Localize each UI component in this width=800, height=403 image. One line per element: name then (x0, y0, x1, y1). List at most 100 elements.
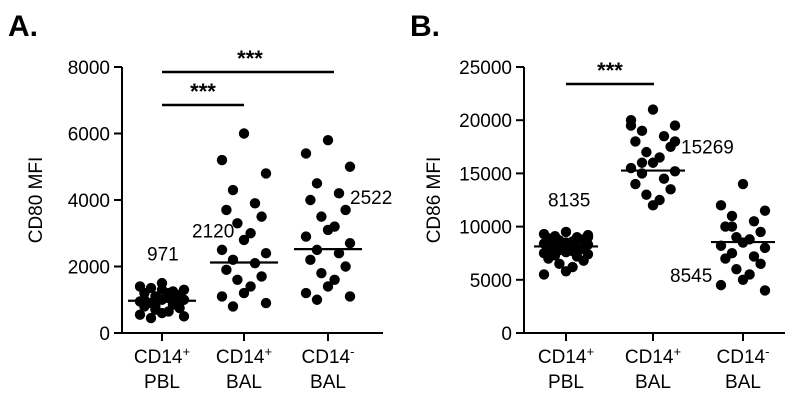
x-category-label: CD14+ (134, 344, 190, 368)
data-point (630, 178, 641, 190)
data-point (560, 226, 572, 238)
y-tick-label: 25000 (459, 58, 512, 79)
data-point (316, 211, 327, 222)
y-tick-label: 2000 (68, 258, 110, 279)
data-point (156, 307, 168, 319)
data-point (759, 205, 771, 216)
data-point (647, 104, 659, 115)
data-point (322, 134, 334, 146)
x-category-sublabel: BAL (226, 372, 262, 393)
median-label: 8545 (670, 266, 712, 287)
x-category-sublabel: BAL (725, 372, 761, 393)
data-point (647, 157, 659, 168)
data-point (260, 248, 272, 259)
data-point (731, 263, 742, 275)
y-tick-label: 8000 (68, 58, 110, 79)
data-point (322, 224, 334, 236)
data-point (658, 130, 670, 142)
y-tick-label: 6000 (68, 125, 110, 146)
data-point (726, 221, 738, 232)
x-category-label: CD14+ (538, 344, 594, 368)
median-label: 971 (147, 245, 179, 266)
data-point (311, 294, 323, 305)
data-point (305, 194, 316, 206)
data-point (344, 161, 356, 172)
panel-label: B. (410, 10, 440, 43)
y-tick-label: 0 (99, 324, 110, 345)
data-point (755, 258, 766, 270)
data-point (227, 184, 239, 196)
data-point (145, 312, 157, 324)
data-point (344, 291, 356, 302)
y-axis-title: CD80 MFI (26, 157, 47, 244)
data-point (560, 237, 572, 248)
data-point (669, 120, 681, 131)
data-point (232, 274, 243, 285)
y-tick-label: 4000 (68, 191, 110, 212)
x-category-sublabel: BAL (635, 372, 671, 393)
data-point (759, 285, 771, 296)
data-point (578, 255, 589, 266)
data-point (232, 218, 243, 229)
data-point (737, 178, 749, 190)
data-point (636, 125, 648, 137)
significance-stars: *** (190, 79, 216, 104)
data-point (665, 184, 676, 195)
y-axis-title: CD86 MFI (424, 157, 445, 244)
data-point (571, 242, 583, 254)
data-point (245, 228, 256, 239)
data-point (216, 154, 228, 166)
data-point (260, 297, 272, 309)
data-point (641, 189, 652, 200)
significance-stars: *** (237, 46, 263, 71)
x-category-label: CD14+ (216, 344, 272, 368)
data-point (720, 253, 731, 264)
panel-b: B. 0 5000 10000 15000 20000 25000 CD86 MFI CD14+… (410, 10, 785, 393)
y-tick-label: 5000 (470, 271, 512, 292)
data-point (333, 188, 345, 199)
data-point (150, 301, 161, 312)
data-point (216, 244, 228, 256)
data-point (630, 136, 641, 147)
data-point (625, 120, 637, 131)
data-point (726, 210, 738, 222)
median-label: 8135 (548, 190, 590, 211)
data-point (636, 157, 648, 168)
data-point (560, 246, 572, 258)
data-point (715, 279, 727, 291)
data-point (245, 281, 256, 292)
data-point (625, 162, 637, 174)
data-point (216, 291, 228, 302)
data-point (759, 242, 771, 254)
data-point (322, 281, 334, 292)
data-point (333, 248, 345, 259)
data-point (647, 200, 659, 211)
data-point (156, 284, 168, 295)
x-category-label: CD14- (717, 344, 770, 368)
data-point (256, 271, 267, 282)
data-point (300, 148, 312, 159)
data-point (543, 248, 554, 259)
data-point (748, 216, 760, 227)
data-point (340, 261, 351, 272)
x-category-label: CD14+ (625, 344, 681, 368)
data-point (549, 237, 561, 248)
data-point (221, 264, 232, 276)
data-point (737, 274, 749, 285)
data-point (221, 204, 232, 216)
data-point (538, 269, 550, 280)
data-point (260, 168, 272, 179)
panel-a: A. 0 2000 4000 6000 8000 CD80 MFI CD14+ PBL CD14+… (8, 10, 392, 393)
data-point (658, 173, 670, 184)
data-point (256, 211, 267, 222)
x-category-label: CD14- (302, 344, 355, 368)
data-point (582, 232, 594, 243)
data-point (178, 311, 190, 322)
data-point (174, 297, 185, 309)
x-category-sublabel: PBL (548, 372, 584, 393)
data-point (249, 198, 261, 209)
data-point (305, 254, 316, 266)
data-point (300, 287, 312, 299)
data-point (238, 287, 250, 299)
